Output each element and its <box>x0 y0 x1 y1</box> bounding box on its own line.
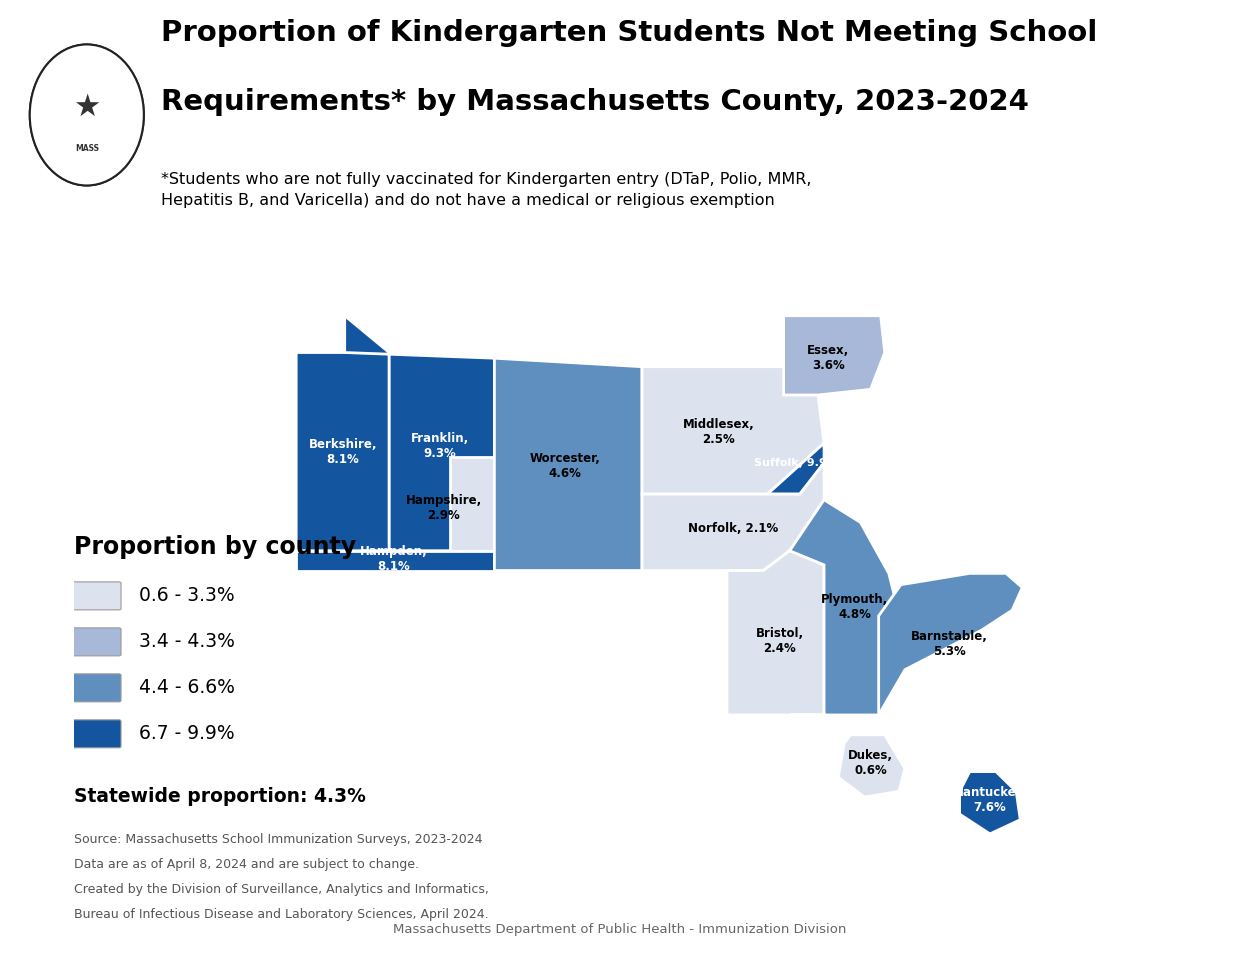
Polygon shape <box>784 316 884 395</box>
Polygon shape <box>642 367 825 494</box>
Text: Dukes,
0.6%: Dukes, 0.6% <box>848 749 893 777</box>
Circle shape <box>30 44 144 186</box>
Text: Source: Massachusetts School Immunization Surveys, 2023-2024: Source: Massachusetts School Immunizatio… <box>74 833 482 847</box>
Polygon shape <box>296 551 495 571</box>
Text: 6.7 - 9.9%: 6.7 - 9.9% <box>139 724 234 743</box>
Text: Barnstable,
5.3%: Barnstable, 5.3% <box>911 630 988 658</box>
Text: *Students who are not fully vaccinated for Kindergarten entry (DTaP, Polio, MMR,: *Students who are not fully vaccinated f… <box>161 172 812 209</box>
Text: Requirements* by Massachusetts County, 2023-2024: Requirements* by Massachusetts County, 2… <box>161 88 1029 116</box>
Text: Suffolk, 9.9%: Suffolk, 9.9% <box>754 458 838 468</box>
Text: Bureau of Infectious Disease and Laboratory Sciences, April 2024.: Bureau of Infectious Disease and Laborat… <box>74 908 489 922</box>
Polygon shape <box>960 771 1021 833</box>
Text: Statewide proportion: 4.3%: Statewide proportion: 4.3% <box>74 787 366 807</box>
Polygon shape <box>727 551 825 715</box>
Text: Massachusetts Department of Public Health - Immunization Division: Massachusetts Department of Public Healt… <box>393 923 847 936</box>
Text: Proportion of Kindergarten Students Not Meeting School: Proportion of Kindergarten Students Not … <box>161 19 1097 47</box>
Text: Bristol,
2.4%: Bristol, 2.4% <box>755 627 804 655</box>
Polygon shape <box>642 463 825 571</box>
Polygon shape <box>838 735 905 797</box>
Text: 0.6 - 3.3%: 0.6 - 3.3% <box>139 586 234 605</box>
Text: Middlesex,
2.5%: Middlesex, 2.5% <box>683 418 755 445</box>
FancyBboxPatch shape <box>72 582 122 610</box>
Text: MASS: MASS <box>74 145 99 153</box>
FancyBboxPatch shape <box>72 719 122 748</box>
Text: 3.4 - 4.3%: 3.4 - 4.3% <box>139 632 234 651</box>
Text: Franklin,
9.3%: Franklin, 9.3% <box>410 432 469 460</box>
Polygon shape <box>768 444 825 494</box>
Text: Proportion by county: Proportion by county <box>74 535 357 559</box>
Text: Plymouth,
4.8%: Plymouth, 4.8% <box>821 593 888 622</box>
Polygon shape <box>790 500 905 715</box>
FancyBboxPatch shape <box>72 673 122 702</box>
Text: Hampshire,
2.9%: Hampshire, 2.9% <box>405 494 482 522</box>
Polygon shape <box>345 316 495 551</box>
Text: Norfolk, 2.1%: Norfolk, 2.1% <box>688 521 779 535</box>
Text: Berkshire,
8.1%: Berkshire, 8.1% <box>309 438 377 466</box>
Text: 4.4 - 6.6%: 4.4 - 6.6% <box>139 678 234 697</box>
Text: Essex,
3.6%: Essex, 3.6% <box>807 344 849 373</box>
Polygon shape <box>296 316 389 551</box>
Text: Data are as of April 8, 2024 and are subject to change.: Data are as of April 8, 2024 and are sub… <box>74 858 419 872</box>
Text: Created by the Division of Surveillance, Analytics and Informatics,: Created by the Division of Surveillance,… <box>74 883 490 897</box>
FancyBboxPatch shape <box>72 627 122 656</box>
Polygon shape <box>879 574 1022 715</box>
Text: Hampden,
8.1%: Hampden, 8.1% <box>360 545 427 573</box>
Text: Worcester,
4.6%: Worcester, 4.6% <box>529 452 600 480</box>
Polygon shape <box>495 358 642 571</box>
Polygon shape <box>389 457 495 551</box>
Text: Nantucket,
7.6%: Nantucket, 7.6% <box>954 786 1027 814</box>
Text: ★: ★ <box>73 93 100 122</box>
